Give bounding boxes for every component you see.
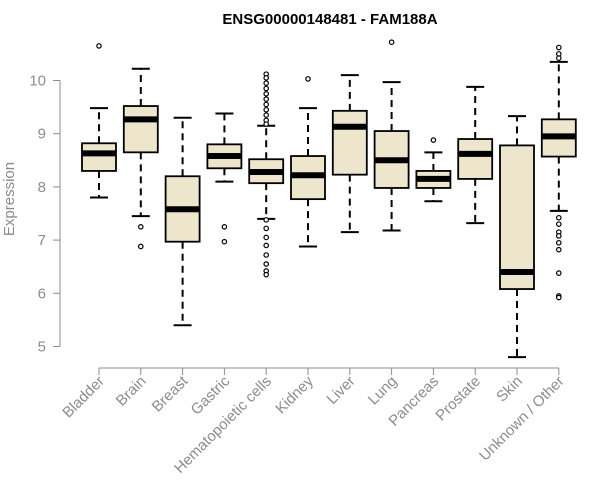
y-axis-label: Expression — [1, 162, 18, 236]
y-tick-label: 5 — [38, 339, 46, 356]
x-tick-label: Bladder — [59, 373, 108, 422]
outlier-point — [555, 270, 562, 276]
outlier-point — [388, 39, 395, 45]
outlier-point — [96, 43, 102, 49]
outlier-point — [263, 106, 270, 113]
y-tick-label: 9 — [38, 126, 46, 143]
outlier-point — [263, 121, 270, 127]
y-tick-label: 7 — [38, 232, 46, 249]
outlier-point — [555, 44, 562, 51]
box-iqr — [122, 105, 159, 154]
outlier-point — [555, 239, 562, 246]
outlier-point — [263, 261, 270, 267]
outlier-point — [263, 75, 270, 81]
outlier-point — [555, 233, 562, 239]
x-tick-label: Liver — [324, 373, 359, 408]
outlier-point — [555, 55, 562, 61]
outlier-point — [555, 214, 562, 221]
x-tick-label: Breast — [149, 372, 192, 415]
outlier-point — [555, 221, 562, 227]
box-iqr — [331, 109, 368, 176]
outlier-point — [263, 217, 270, 223]
outlier-point — [263, 252, 270, 258]
outlier-point — [263, 112, 270, 118]
outlier-point — [263, 80, 270, 86]
outlier-point — [263, 85, 270, 92]
x-tick-label: Brain — [113, 373, 150, 410]
outlier-point — [555, 294, 562, 301]
outlier-point — [263, 91, 270, 97]
y-tick-label: 10 — [29, 73, 46, 90]
x-tick-label: Kidney — [272, 372, 317, 417]
outlier-point — [138, 224, 144, 230]
box-iqr — [499, 144, 535, 290]
outlier-point — [305, 76, 311, 82]
y-tick-label: 8 — [38, 179, 46, 196]
outlier-point — [263, 101, 270, 108]
outlier-point — [263, 271, 270, 278]
outlier-point — [263, 96, 270, 102]
outlier-point — [221, 238, 228, 245]
x-tick-label: Prostate — [432, 373, 484, 425]
y-tick-label: 6 — [38, 285, 46, 302]
outlier-point — [263, 242, 270, 249]
x-tick-label: Lung — [365, 373, 401, 409]
outlier-point — [263, 234, 270, 241]
outlier-point — [221, 224, 228, 230]
box-iqr — [81, 142, 117, 172]
box-iqr — [457, 138, 494, 180]
outlier-point — [430, 137, 437, 143]
chart-title: ENSG00000148481 - FAM188A — [222, 11, 437, 28]
outlier-point — [263, 225, 270, 232]
outlier-point — [555, 246, 562, 253]
outlier-point — [138, 243, 144, 250]
x-tick-label: Skin — [493, 373, 526, 406]
